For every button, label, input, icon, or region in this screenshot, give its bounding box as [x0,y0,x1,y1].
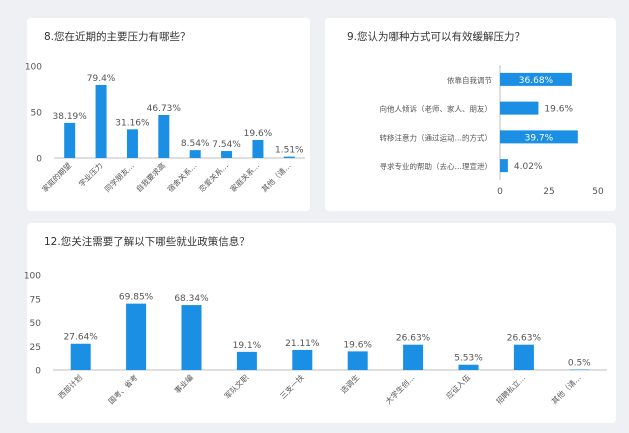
bar [292,349,313,370]
data-label: 7.54% [212,140,241,150]
chart-card-employment-policy: 12.您关注需要了解以下哪些就业政策信息？ 0 25 50 75 100 27.64% 西部… [24,223,616,423]
bar [403,344,424,370]
y-tick-label: 75 [30,295,41,305]
data-label: 19.6% [343,340,372,350]
bar [513,344,534,370]
y-tick-label: 转移注意力（通过运动…的方式） [380,132,493,142]
data-label: 8.54% [181,139,210,149]
data-label: 19.1% [233,341,262,351]
data-label: 26.63% [396,334,431,344]
data-label: 26.63% [507,334,542,344]
data-label: 38.19% [53,112,88,122]
y-tick-label: 50 [30,319,42,329]
x-tick-label: 其他（请… [549,372,583,406]
bar [283,156,295,158]
bar [70,343,91,370]
bar-chart-employment-policy: 0 25 50 75 100 27.64% 西部计划 69.85% 国考、省考 68.34% 事业编… [24,272,607,406]
bar-chart-stress-sources: 0 50 100 38.19% 家庭的期望 79.4% 学业压力 31.16% 同学朋友… 46.… [25,63,305,194]
x-tick-label: 50 [592,187,604,197]
chart-card-stress-sources: 8.您在近期的主要压力有哪些？ 0 50 100 38.19% 家庭的期望 79.4% 学业… [25,18,310,211]
bar [252,139,264,158]
data-label: 19.6% [544,105,573,115]
bar [189,150,201,158]
x-tick-label: 招聘私立… [494,372,528,406]
bar [126,303,147,370]
x-tick-label: 恋爱关系… [196,160,230,194]
x-tick-label: 同学朋友… [102,160,136,194]
bar-chart-stress-relief: 0 25 50 依靠自我调节 36.68% 向他人倾诉（老师、家人、朋友） 19.6% 转移注… [380,65,604,197]
data-label: 31.16% [115,118,150,128]
x-tick-label: 家庭关系… [228,160,262,194]
data-label: 69.85% [119,293,154,303]
bar [64,122,76,158]
x-tick-label: 0 [497,187,503,197]
y-tick-label: 100 [25,63,42,73]
chart-title: 12.您关注需要了解以下哪些就业政策信息？ [44,236,250,248]
x-tick-label: 事业编 [172,372,195,395]
bar [126,129,138,158]
x-tick-label: 自我要求高 [134,160,168,194]
bar [158,115,170,158]
data-label: 0.5% [568,359,591,369]
y-tick-label: 50 [31,109,43,119]
y-tick-label: 0 [35,367,41,377]
y-tick-label: 100 [24,272,41,282]
x-tick-label: 家庭的期望 [40,160,74,194]
data-label: 5.53% [454,354,483,364]
data-label: 1.51% [275,146,304,156]
y-tick-label: 0 [36,155,42,165]
x-tick-label: 学业压力 [76,160,104,188]
chart-title: 8.您在近期的主要压力有哪些？ [44,31,191,43]
bar [347,351,368,370]
data-label: 27.64% [64,333,99,343]
data-label: 79.4% [87,74,116,84]
bar [500,159,508,173]
x-tick-label: 25 [543,187,554,197]
chart-title: 9.您认为哪种方式可以有效缓解压力？ [347,31,526,43]
x-tick-label: 三支一扶 [277,372,306,401]
chart-card-stress-relief: 9.您认为哪种方式可以有效缓解压力？ 0 25 50 依靠自我调节 36.68% 向他人倾… [325,18,616,211]
bar [181,305,202,370]
data-label: 21.11% [285,339,320,349]
bar [95,84,107,158]
bar [500,72,572,86]
data-label: 68.34% [174,294,209,304]
y-tick-label: 25 [30,343,41,353]
bar [221,151,233,158]
data-label: 4.02% [514,162,543,172]
x-tick-label: 西部计划 [56,372,84,400]
data-label: 36.68% [519,76,554,86]
data-label: 39.7% [525,133,554,143]
bar [500,130,578,144]
x-tick-label: 其他（请… [259,160,293,194]
x-tick-label: 大学生创… [383,372,417,406]
data-label: 19.6% [244,129,273,139]
x-tick-label: 国考、省考 [106,372,140,406]
x-tick-label: 宿舍关系… [165,160,199,194]
x-tick-label: 军队文职 [222,372,251,401]
y-tick-label: 依靠自我调节 [447,75,492,85]
y-tick-label: 向他人倾诉（老师、家人、朋友） [380,104,493,114]
y-tick-label: 寻求专业的帮助（去心…理宣泄） [380,161,493,171]
bar [236,351,257,370]
x-tick-label: 选调生 [338,372,361,395]
bar [500,101,539,115]
x-tick-label: 应征入伍 [444,372,473,401]
bar [458,364,479,370]
data-label: 46.73% [147,104,182,114]
